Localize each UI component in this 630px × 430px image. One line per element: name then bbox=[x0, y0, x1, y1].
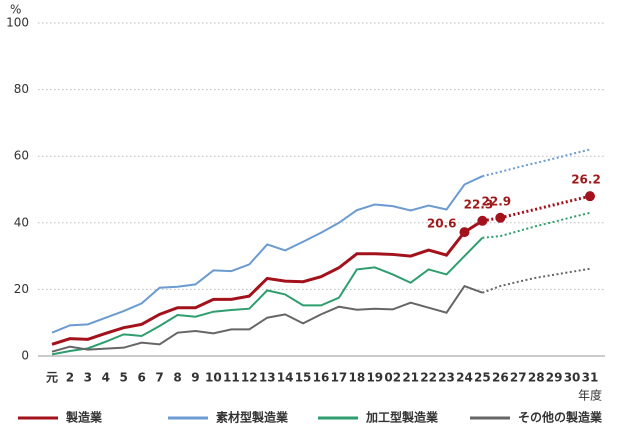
x-tick-label: 18 bbox=[349, 371, 366, 385]
y-tick-label: 60 bbox=[14, 149, 29, 163]
x-tick-label: 21 bbox=[402, 371, 419, 385]
y-tick-label: 100 bbox=[6, 16, 29, 30]
x-tick-label: 3 bbox=[84, 371, 92, 385]
series-line bbox=[51, 175, 483, 334]
x-tick-label: 元 bbox=[46, 371, 58, 385]
point-marker bbox=[459, 227, 470, 238]
series-line bbox=[482, 267, 591, 294]
x-tick-label: 6 bbox=[137, 371, 145, 385]
x-tick-label: 11 bbox=[223, 371, 240, 385]
annotation: 20.6 bbox=[427, 217, 457, 231]
x-tick-label: 9 bbox=[191, 371, 199, 385]
x-tick-label: 17 bbox=[331, 371, 348, 385]
x-tick-label: 02 bbox=[384, 371, 401, 385]
point-marker bbox=[477, 215, 488, 226]
y-unit: % bbox=[10, 3, 21, 17]
x-tick-label: 23 bbox=[438, 371, 455, 385]
legend-label: その他の製造業 bbox=[518, 410, 603, 425]
x-tick-label: 8 bbox=[173, 371, 181, 385]
x-tick-label: 31 bbox=[582, 371, 599, 385]
x-tick-label: 30 bbox=[564, 371, 581, 385]
x-tick-label: 5 bbox=[120, 371, 128, 385]
y-tick-label: 40 bbox=[14, 215, 29, 229]
series-line bbox=[482, 148, 591, 178]
annotation: 22.3 bbox=[464, 197, 494, 211]
point-marker bbox=[495, 212, 506, 223]
y-tick-label: 0 bbox=[21, 349, 29, 363]
x-tick-label: 25 bbox=[474, 371, 491, 385]
x-tick-label: 22 bbox=[420, 371, 437, 385]
x-tick-label: 28 bbox=[528, 371, 545, 385]
x-tick-label: 29 bbox=[546, 371, 563, 385]
x-tick-label: 12 bbox=[241, 371, 258, 385]
series-line bbox=[51, 284, 483, 353]
x-axis-label: 年度 bbox=[578, 388, 602, 403]
x-tick-label: 16 bbox=[313, 371, 330, 385]
x-tick-label: 13 bbox=[259, 371, 276, 385]
x-tick-label: 27 bbox=[510, 371, 527, 385]
annotation: 22.9 bbox=[482, 194, 512, 208]
y-tick-label: 80 bbox=[14, 82, 29, 96]
annotation: 26.2 bbox=[571, 173, 601, 187]
legend-label: 製造業 bbox=[65, 410, 103, 425]
x-tick-label: 14 bbox=[277, 371, 294, 385]
point-marker bbox=[585, 191, 595, 202]
x-tick-label: 15 bbox=[295, 371, 312, 385]
y-tick-label: 20 bbox=[14, 282, 29, 296]
legend-label: 素材型製造業 bbox=[216, 410, 289, 425]
series-line bbox=[51, 237, 484, 356]
legend-label: 加工型製造業 bbox=[365, 410, 439, 425]
x-tick-label: 10 bbox=[205, 371, 222, 385]
x-tick-label: 19 bbox=[366, 371, 383, 385]
x-tick-label: 7 bbox=[155, 371, 163, 385]
x-tick-label: 24 bbox=[456, 371, 473, 385]
x-tick-label: 4 bbox=[102, 371, 110, 385]
x-tick-label: 2 bbox=[66, 371, 74, 385]
series-line bbox=[482, 211, 591, 239]
series-line bbox=[51, 219, 484, 346]
x-tick-label: 26 bbox=[492, 371, 509, 385]
